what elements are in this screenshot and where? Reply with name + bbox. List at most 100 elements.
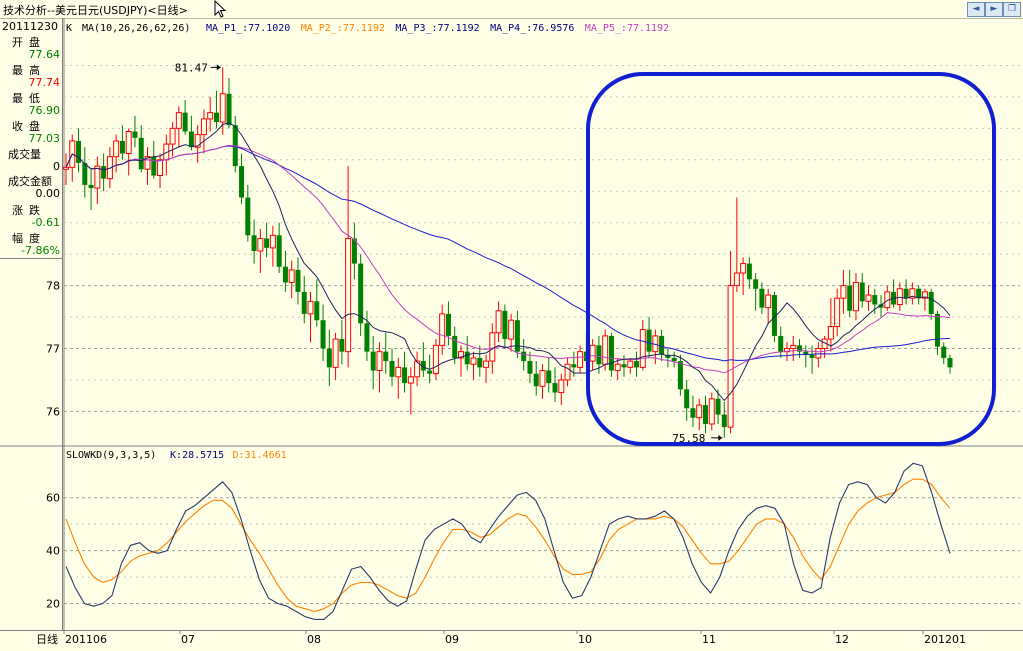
forward-icon[interactable]: ► [985,2,1003,17]
restore-icon[interactable]: ❐ [1003,2,1021,17]
ma-sep: : [242,23,248,34]
candle-body [295,269,301,292]
ma-value-label: MA_P4_:76.9576 [490,23,574,34]
candle-body [414,360,421,378]
sidebar-label: 幅度 [12,232,46,245]
x-tick-label: 201106 [65,633,107,646]
sidebar-value: 76.90 [28,104,61,117]
candle-body [151,156,157,176]
candle-body [909,288,916,299]
candle-body [596,345,602,365]
x-tick-label: 07 [181,633,195,646]
kd-series-name: K [170,450,176,461]
candle-body [226,93,232,126]
candle-body [200,118,207,136]
candle-body [539,370,546,387]
kd-series-name: D [232,450,238,461]
ma-sep: : [526,23,532,34]
candle-body [521,351,527,362]
candle-body [934,313,940,347]
candle-body [495,310,502,334]
x-tick-label: 08 [307,633,321,646]
current-date: 20111230 [2,20,58,33]
candle-body [257,237,264,252]
ma-value: 77.1192 [438,23,480,34]
candle-body [269,234,276,249]
kd-series-value: 28.5715 [182,450,224,461]
candle-body [684,389,690,409]
candle-body [207,112,214,120]
candle-body [577,351,584,368]
candle-body [407,376,414,384]
low-annotation: 75.58 [672,432,705,445]
candle-body [125,130,132,155]
candle-body [797,345,803,352]
back-icon[interactable]: ◄ [967,2,985,17]
candle-body [351,238,357,264]
candle-body [94,165,101,189]
candle-body [82,162,88,185]
candle-body [746,263,752,280]
candle-body [420,361,426,371]
candle-body [803,351,809,355]
candle-body [878,304,884,308]
candle-body [827,325,834,340]
x-tick-label: 201201 [924,633,966,646]
candle-body [175,112,182,129]
candle-body [314,301,320,321]
ma-62-line [65,145,951,362]
window-title: 技术分析--美元日元(USDJPY)<日线> [3,4,188,17]
ma-name: MA_P4_ [490,23,527,34]
candle-body [852,281,859,312]
candle-body [514,320,520,352]
candle-body [859,282,865,302]
candle-body [345,237,352,353]
candle-body [245,197,251,236]
sidebar-value: 77.74 [28,76,61,89]
ma-sep: : [621,23,627,34]
candle-body [589,344,596,362]
candle-body [809,354,815,358]
candle-body [508,319,515,340]
ma-value-label: MA_P2_:77.1192 [301,23,385,34]
ma-name: MA_P3_ [395,23,432,34]
mouse-cursor-icon [214,0,227,18]
candle-body [489,332,496,362]
ma-sep: : [337,23,343,34]
candle-body [621,364,627,368]
candle-body [921,291,928,299]
info-sidebar: 20111230 开盘 77.64 最高 77.74 最低 76.90 收盘 77.03 成交量 0… [0,18,63,630]
candle-body [759,288,765,308]
candle-body [571,364,577,368]
candle-body [301,291,307,314]
candle-body [778,335,784,352]
candle-body [634,361,640,368]
candle-body [947,357,953,368]
ma-name: MA_P5_ [585,23,622,34]
price-tick-label: 77 [46,343,60,356]
kd-series-label: K:28.5715 [170,450,224,461]
candle-body [188,131,194,148]
low-arrow-head [718,434,723,441]
candle-body [715,398,721,415]
candle-body [113,140,120,158]
candle-body [708,398,715,425]
candle-body [847,285,853,311]
sidebar-label: 最低 [12,92,46,105]
high-arrow-head [216,64,221,71]
candle-body [376,351,383,372]
sidebar-label: 成交金额 [8,175,52,188]
candle-body [470,357,477,365]
candle-body [439,313,446,346]
candle-body [389,361,395,377]
candle-body [916,288,922,299]
candle-body [119,140,125,154]
ma-10-line [65,122,951,402]
candle-body [558,379,565,394]
candle-body [213,112,219,123]
candle-body [477,357,483,368]
candle-body [865,294,872,302]
candle-body [564,363,571,381]
candle-body [727,285,734,428]
candle-body [282,266,288,283]
